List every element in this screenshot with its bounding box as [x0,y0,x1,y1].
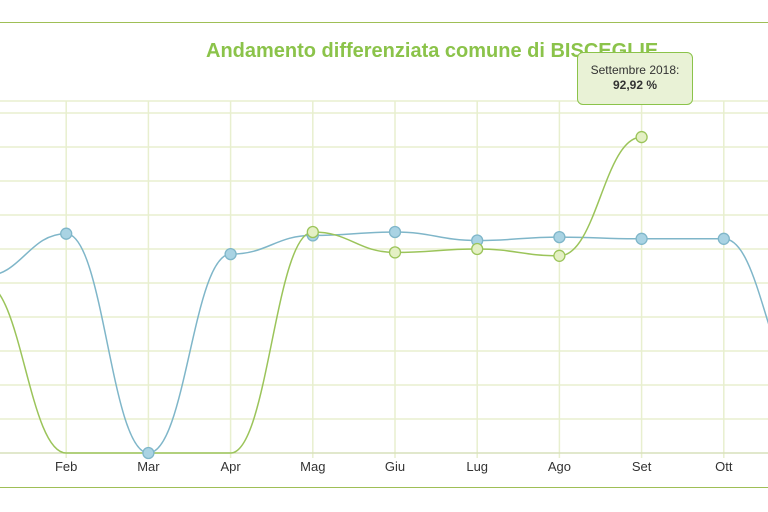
series-1-point [553,230,566,244]
series-2-point [635,130,648,144]
x-tick-label: Ott [715,459,733,474]
chart-frame-bottom [0,487,768,488]
series-1-point [142,446,155,460]
x-tick-label: Feb [55,459,77,474]
x-tick-label: Ago [548,459,571,474]
x-tick-label: Mag [300,459,325,474]
series-1-point [60,227,73,240]
data-tooltip: Settembre 2018: 92,92 % [577,52,693,105]
series-1-point [224,247,237,261]
series-2-point [553,249,566,262]
x-tick-label: Apr [220,459,241,474]
series-2-point [306,225,319,239]
series-2-point [388,246,402,259]
series-1-line [0,231,768,454]
series-2-line [0,136,642,454]
chart-title: Andamento differenziata comune di BISCEG… [206,40,659,62]
chart-frame-top [0,22,768,23]
series-1-point [635,232,648,245]
x-tick-label: Set [632,459,652,474]
series-1-point [717,232,730,245]
series-2-point [471,242,484,256]
x-tick-label: Giu [385,459,405,474]
series-1-point [388,225,402,239]
x-tick-label: Mar [137,459,160,474]
tooltip-value: 92,92 % [612,78,658,92]
x-tick-label: Lug [466,459,488,474]
tooltip-label: Settembre 2018: [590,63,680,77]
